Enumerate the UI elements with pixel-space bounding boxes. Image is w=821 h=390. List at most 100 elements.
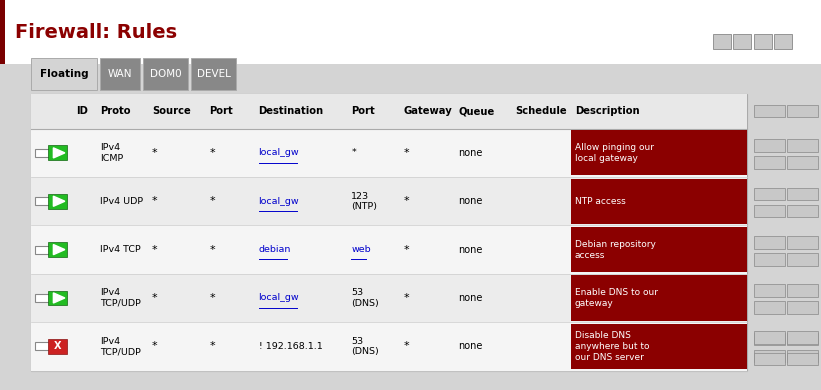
Text: Allow pinging our
local gateway: Allow pinging our local gateway (575, 143, 654, 163)
Text: Port: Port (209, 106, 233, 116)
Bar (787, 350, 818, 362)
Text: Debian repository
access: Debian repository access (575, 239, 656, 260)
Text: NTP access: NTP access (575, 197, 626, 206)
Bar (31, 58, 97, 90)
Text: *: * (351, 148, 356, 158)
Text: none: none (458, 293, 483, 303)
Text: 53
(DNS): 53 (DNS) (351, 288, 379, 308)
Bar (787, 333, 818, 345)
Bar (48, 339, 67, 354)
Bar (754, 253, 785, 266)
Text: local_gw: local_gw (259, 197, 299, 206)
Text: IPv4 UDP: IPv4 UDP (100, 197, 144, 206)
Text: ID: ID (76, 106, 88, 116)
Bar (733, 34, 751, 49)
Bar (787, 301, 818, 314)
Text: *: * (152, 245, 158, 255)
Polygon shape (53, 148, 65, 158)
Text: *: * (209, 148, 215, 158)
Bar (35, 197, 52, 205)
Bar (754, 301, 785, 314)
Bar (571, 227, 747, 272)
Bar (191, 58, 236, 90)
Text: DEVEL: DEVEL (197, 69, 231, 79)
Bar (787, 156, 818, 169)
Text: *: * (404, 196, 410, 206)
Text: *: * (404, 341, 410, 351)
Bar (35, 294, 52, 302)
Text: *: * (152, 293, 158, 303)
Bar (35, 149, 52, 157)
Bar (787, 284, 818, 297)
Text: Gateway: Gateway (404, 106, 452, 116)
Bar (787, 236, 818, 248)
Text: Port: Port (351, 106, 375, 116)
Text: Proto: Proto (100, 106, 131, 116)
Bar (48, 145, 67, 160)
Bar (31, 225, 747, 274)
Bar (754, 156, 785, 169)
Text: Schedule: Schedule (516, 106, 567, 116)
Bar (571, 179, 747, 224)
Text: *: * (152, 341, 158, 351)
Text: X: X (53, 341, 62, 351)
Bar (754, 333, 785, 345)
Bar (571, 130, 747, 176)
Bar (31, 129, 747, 177)
Bar (787, 253, 818, 266)
Text: IPv4 TCP: IPv4 TCP (100, 245, 141, 254)
Bar (31, 274, 747, 322)
Bar (35, 342, 52, 350)
Bar (100, 58, 140, 90)
Text: web: web (351, 245, 371, 254)
Text: IPv4
TCP/UDP: IPv4 TCP/UDP (100, 337, 141, 356)
Bar (787, 139, 818, 152)
Text: *: * (404, 293, 410, 303)
Bar (48, 194, 67, 209)
Bar (787, 331, 818, 344)
Bar (774, 34, 792, 49)
Bar (571, 275, 747, 321)
Bar (571, 324, 747, 369)
Bar (754, 350, 785, 362)
Bar (754, 284, 785, 297)
Text: Enable DNS to our
gateway: Enable DNS to our gateway (575, 288, 658, 308)
Bar (31, 177, 747, 225)
Bar (754, 353, 785, 365)
Text: IPv4
TCP/UDP: IPv4 TCP/UDP (100, 288, 141, 308)
Text: *: * (404, 148, 410, 158)
Polygon shape (53, 245, 65, 255)
Bar (0, 0, 5, 64)
Text: debian: debian (259, 245, 291, 254)
Text: Firewall: Rules: Firewall: Rules (15, 23, 177, 42)
Bar (754, 105, 785, 117)
Bar (143, 58, 188, 90)
Text: *: * (152, 196, 158, 206)
Bar (787, 105, 818, 117)
Text: *: * (209, 196, 215, 206)
Text: none: none (458, 341, 483, 351)
Bar (787, 188, 818, 200)
Text: Queue: Queue (458, 106, 494, 116)
Text: Description: Description (575, 106, 640, 116)
Text: local_gw: local_gw (259, 293, 299, 303)
Text: *: * (209, 293, 215, 303)
Text: Source: Source (152, 106, 190, 116)
Bar (0, 0, 821, 64)
Bar (754, 331, 785, 344)
Text: ! 192.168.1.1: ! 192.168.1.1 (259, 342, 323, 351)
Text: local_gw: local_gw (259, 148, 299, 158)
Text: *: * (209, 341, 215, 351)
Bar (787, 205, 818, 217)
Text: *: * (209, 245, 215, 255)
Text: Disable DNS
anywhere but to
our DNS server: Disable DNS anywhere but to our DNS serv… (575, 331, 649, 362)
Text: DOM0: DOM0 (149, 69, 181, 79)
Bar (787, 353, 818, 365)
Polygon shape (53, 293, 65, 303)
Bar (31, 94, 747, 370)
Text: Floating: Floating (39, 69, 89, 79)
Bar (31, 322, 747, 370)
Bar (754, 236, 785, 248)
Bar (31, 94, 747, 129)
Text: 123
(NTP): 123 (NTP) (351, 191, 378, 211)
